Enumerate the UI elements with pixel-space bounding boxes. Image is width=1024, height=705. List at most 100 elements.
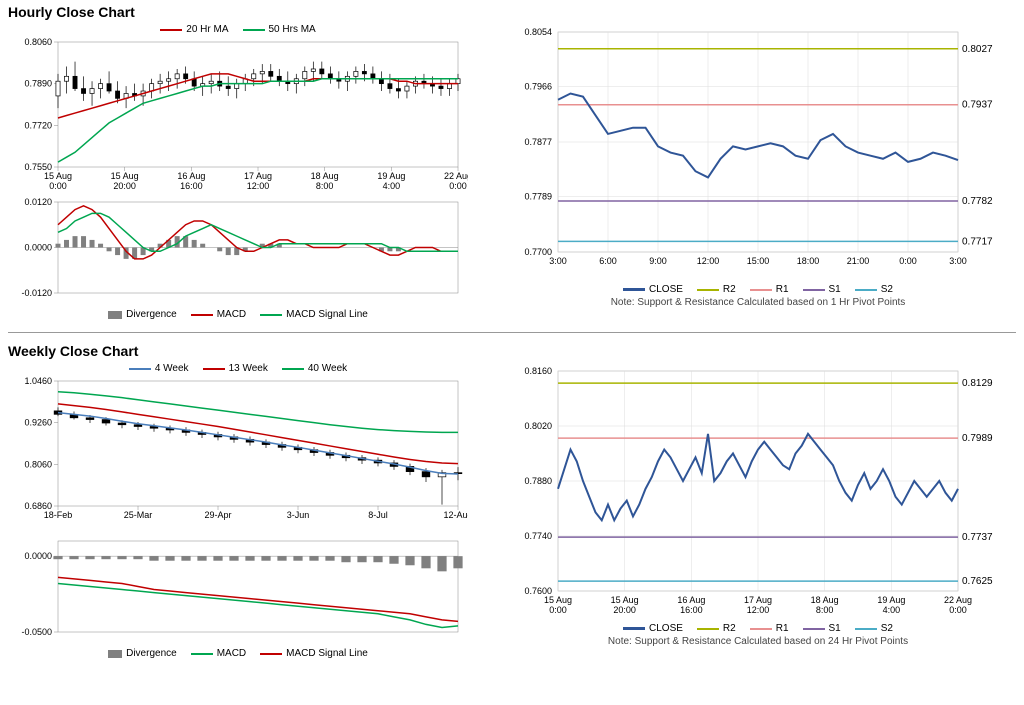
- hourly-sr-note: Note: Support & Resistance Calculated ba…: [508, 297, 1008, 308]
- legend-w40: 40 Week: [282, 363, 347, 374]
- r1-swatch: [750, 289, 772, 291]
- svg-text:18 Aug: 18 Aug: [811, 595, 839, 605]
- ws1-swatch: [803, 628, 825, 630]
- svg-text:17 Aug: 17 Aug: [244, 171, 272, 181]
- legend-ws1: S1: [803, 623, 841, 634]
- svg-text:16 Aug: 16 Aug: [677, 595, 705, 605]
- svg-text:0.7880: 0.7880: [524, 476, 552, 486]
- legend-s2: S2: [855, 284, 893, 295]
- svg-text:0.8054: 0.8054: [524, 27, 552, 37]
- svg-text:4:00: 4:00: [383, 181, 401, 191]
- svg-text:16:00: 16:00: [180, 181, 203, 191]
- svg-text:25-Mar: 25-Mar: [124, 510, 153, 520]
- svg-text:12-Aug: 12-Aug: [443, 510, 468, 520]
- svg-text:-0.0500: -0.0500: [21, 627, 52, 637]
- legend-ma20: 20 Hr MA: [160, 24, 228, 35]
- legend-wr2: R2: [697, 623, 736, 634]
- svg-text:0.7789: 0.7789: [524, 192, 552, 202]
- svg-text:0.7737: 0.7737: [962, 532, 993, 543]
- legend-wdiv: Divergence: [108, 648, 177, 659]
- svg-text:15 Aug: 15 Aug: [544, 595, 572, 605]
- weekly-title: Weekly Close Chart: [8, 343, 1016, 359]
- svg-text:16:00: 16:00: [680, 605, 703, 615]
- svg-text:0.7937: 0.7937: [962, 100, 993, 111]
- svg-text:0:00: 0:00: [449, 181, 467, 191]
- svg-text:0.7625: 0.7625: [962, 576, 993, 587]
- svg-text:18:00: 18:00: [797, 256, 820, 266]
- hourly-sr-chart: 0.77000.77890.78770.79660.80543:006:009:…: [508, 22, 1008, 282]
- svg-text:12:00: 12:00: [247, 181, 270, 191]
- wr2-swatch: [697, 628, 719, 630]
- w13-swatch: [203, 368, 225, 370]
- legend-ma50: 50 Hrs MA: [243, 24, 316, 35]
- legend-sig: MACD Signal Line: [260, 309, 368, 320]
- svg-text:0.7877: 0.7877: [524, 137, 552, 147]
- svg-text:0.8027: 0.8027: [962, 44, 993, 55]
- svg-text:0.7717: 0.7717: [962, 236, 993, 247]
- svg-text:17 Aug: 17 Aug: [744, 595, 772, 605]
- legend-s1: S1: [803, 284, 841, 295]
- svg-text:16 Aug: 16 Aug: [177, 171, 205, 181]
- weekly-sr-note: Note: Support & Resistance Calculated ba…: [508, 636, 1008, 647]
- hourly-price-legend: 20 Hr MA 50 Hrs MA: [8, 24, 468, 35]
- weekly-macd-legend: Divergence MACD MACD Signal Line: [8, 648, 468, 659]
- svg-text:3:00: 3:00: [949, 256, 967, 266]
- weekly-section: Weekly Close Chart 4 Week 13 Week 40 Wee…: [0, 339, 1024, 665]
- w40-swatch: [282, 368, 304, 370]
- svg-text:0.7782: 0.7782: [962, 196, 993, 207]
- svg-text:0.7700: 0.7700: [524, 247, 552, 257]
- legend-wmacd: MACD: [191, 648, 246, 659]
- svg-text:-0.0120: -0.0120: [21, 288, 52, 298]
- svg-text:15 Aug: 15 Aug: [611, 595, 639, 605]
- svg-text:6:00: 6:00: [599, 256, 617, 266]
- svg-text:20:00: 20:00: [113, 181, 136, 191]
- legend-wclose: CLOSE: [623, 623, 683, 634]
- svg-text:3-Jun: 3-Jun: [287, 510, 310, 520]
- weekly-left-column: 4 Week 13 Week 40 Week 0.68600.80600.926…: [8, 361, 468, 661]
- weekly-price-chart: 0.68600.80600.92601.046018-Feb25-Mar29-A…: [8, 376, 468, 536]
- svg-text:18 Aug: 18 Aug: [311, 171, 339, 181]
- svg-text:0:00: 0:00: [949, 605, 967, 615]
- hourly-right-column: 0.77000.77890.78770.79660.80543:006:009:…: [508, 22, 1008, 322]
- svg-text:0.0000: 0.0000: [24, 243, 52, 253]
- svg-text:0.8060: 0.8060: [24, 37, 52, 47]
- ws2-swatch: [855, 628, 877, 630]
- svg-text:0.0000: 0.0000: [24, 551, 52, 561]
- w4-swatch: [129, 368, 151, 370]
- svg-text:0.7890: 0.7890: [24, 79, 52, 89]
- svg-text:12:00: 12:00: [697, 256, 720, 266]
- svg-text:22 Aug: 22 Aug: [944, 595, 972, 605]
- svg-text:22 Aug: 22 Aug: [444, 171, 468, 181]
- svg-text:0.9260: 0.9260: [24, 418, 52, 428]
- legend-w13: 13 Week: [203, 363, 268, 374]
- s2-swatch: [855, 289, 877, 291]
- hourly-macd-legend: Divergence MACD MACD Signal Line: [8, 309, 468, 320]
- svg-text:0.8129: 0.8129: [962, 378, 993, 389]
- ma20-swatch: [160, 29, 182, 31]
- legend-macd: MACD: [191, 309, 246, 320]
- svg-text:19 Aug: 19 Aug: [377, 171, 405, 181]
- svg-text:18-Feb: 18-Feb: [44, 510, 73, 520]
- hourly-sr-legend: CLOSE R2 R1 S1 S2: [508, 284, 1008, 295]
- r2-swatch: [697, 289, 719, 291]
- hourly-macd-chart: -0.01200.00000.0120: [8, 197, 468, 307]
- div-swatch: [108, 311, 122, 319]
- close-swatch: [623, 288, 645, 291]
- svg-text:1.0460: 1.0460: [24, 376, 52, 386]
- svg-text:15 Aug: 15 Aug: [44, 171, 72, 181]
- hourly-price-chart: 0.75500.77200.78900.806015 Aug0:0015 Aug…: [8, 37, 468, 197]
- macd-swatch: [191, 314, 213, 316]
- legend-close: CLOSE: [623, 284, 683, 295]
- svg-text:0:00: 0:00: [899, 256, 917, 266]
- sig-swatch: [260, 314, 282, 316]
- svg-text:8-Jul: 8-Jul: [368, 510, 388, 520]
- svg-text:0.7989: 0.7989: [962, 433, 993, 444]
- svg-text:0.8060: 0.8060: [24, 459, 52, 469]
- legend-wr1: R1: [750, 623, 789, 634]
- svg-text:29-Apr: 29-Apr: [204, 510, 231, 520]
- wdiv-swatch: [108, 650, 122, 658]
- svg-text:0.8020: 0.8020: [524, 421, 552, 431]
- s1-swatch: [803, 289, 825, 291]
- svg-text:0:00: 0:00: [49, 181, 67, 191]
- svg-text:8:00: 8:00: [816, 605, 834, 615]
